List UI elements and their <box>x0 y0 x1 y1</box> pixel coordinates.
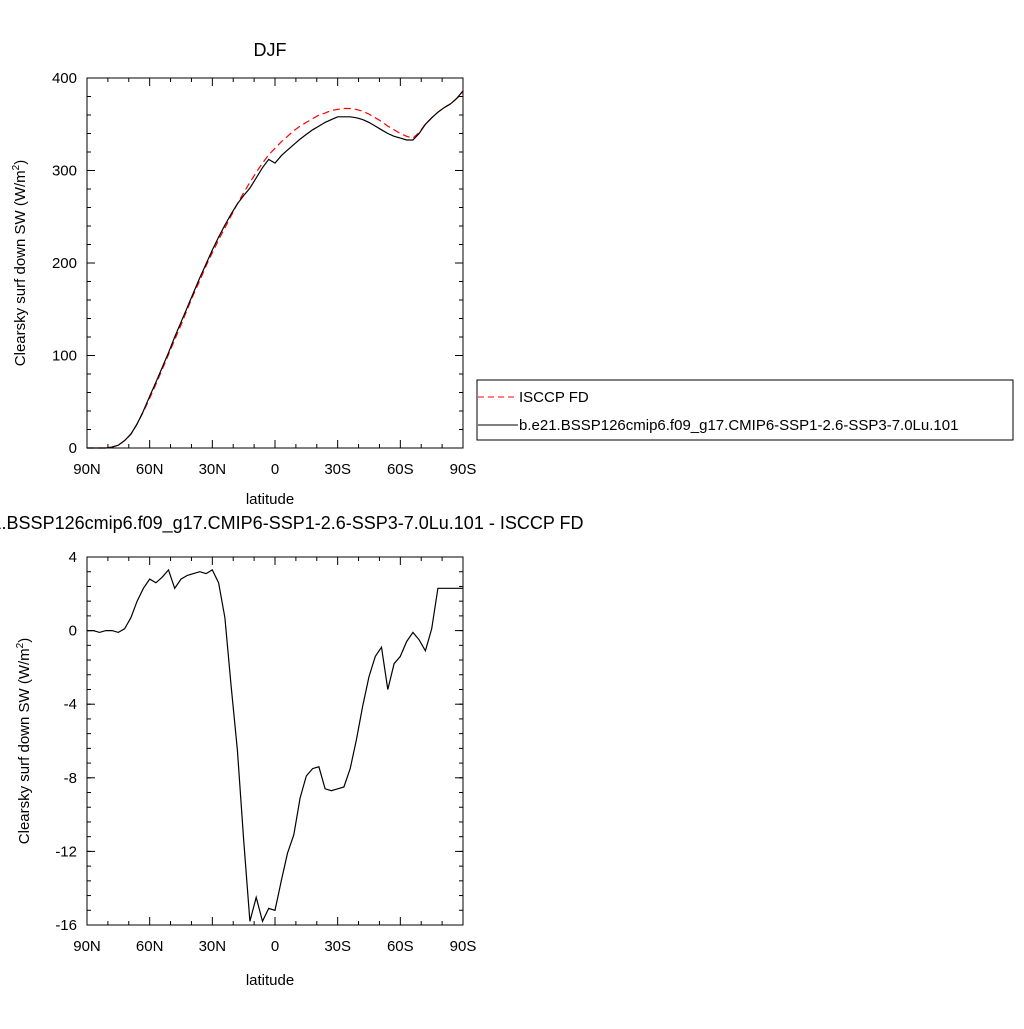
bottom-plot-x-tick-label: 60S <box>387 938 414 955</box>
top-plot-y-tick-label: 300 <box>52 163 77 180</box>
top-plot-title: DJF <box>254 40 287 60</box>
bottom-plot-x-tick-label: 0 <box>271 938 279 955</box>
bottom-plot-y-axis-label: Clearsky surf down SW (W/m2) <box>15 638 33 844</box>
top-plot-x-tick-label: 90S <box>450 461 477 478</box>
bottom-plot-y-axis-label-main: Clearsky surf down SW (W/m <box>16 648 33 844</box>
top-plot-x-tick-label: 0 <box>271 461 279 478</box>
bottom-plot-x-tick-labels: 90N 60N 30N 0 30S 60S 90S <box>73 938 476 955</box>
bottom-plot-frame <box>86 556 464 926</box>
legend-box <box>476 379 1014 441</box>
bottom-plot-series-line-0 <box>87 568 463 924</box>
top-plot-ticks <box>86 77 464 449</box>
bottom-plot-y-tick-labels: -16 -12 -8 -4 0 4 <box>55 549 77 934</box>
top-plot-y-axis-label-sup: 2 <box>11 164 22 170</box>
legend-label-isccp: ISCCP FD <box>519 389 589 406</box>
bottom-plot-title: b.e21.BSSP126cmip6.f09_g17.CMIP6-SSP1-2.… <box>0 513 584 534</box>
bottom-plot-x-tick-label: 30N <box>199 938 227 955</box>
top-plot-y-tick-labels: 0 100 200 300 400 <box>52 70 77 457</box>
top-plot-y-tick-label: 100 <box>52 348 77 365</box>
top-plot-series-line-0 <box>87 92 464 449</box>
top-plot-frame <box>86 77 464 449</box>
bottom-plot: b.e21.BSSP126cmip6.f09_g17.CMIP6-SSP1-2.… <box>0 513 584 989</box>
bottom-plot-y-tick-label: -16 <box>55 917 77 934</box>
bottom-plot-x-axis-label: latitude <box>246 972 294 989</box>
top-plot-y-tick-label: 400 <box>52 70 77 87</box>
top-plot-x-tick-label: 90N <box>73 461 101 478</box>
top-plot-series-group <box>87 90 464 449</box>
top-plot-x-tick-label: 60N <box>136 461 164 478</box>
bottom-plot-y-tick-label: 0 <box>69 623 77 640</box>
bottom-plot-y-tick-label: 4 <box>69 549 77 566</box>
bottom-plot-x-tick-label: 30S <box>324 938 351 955</box>
top-plot: DJF 90N 60N 30N 0 30S 60S 90S 0 100 200 300 400 la… <box>11 40 1014 508</box>
top-plot-x-tick-label: 30S <box>324 461 351 478</box>
bottom-plot-series-group <box>87 568 463 924</box>
bottom-plot-y-tick-label: -8 <box>64 770 77 787</box>
top-plot-y-axis-label-end: ) <box>12 160 29 165</box>
bottom-plot-ticks <box>86 556 464 926</box>
top-plot-y-tick-label: 200 <box>52 255 77 272</box>
bottom-plot-y-axis-label-end: ) <box>16 638 33 643</box>
bottom-plot-y-axis-label-sup: 2 <box>15 642 26 648</box>
bottom-plot-x-tick-label: 60N <box>136 938 164 955</box>
top-plot-y-axis-label-main: Clearsky surf down SW (W/m <box>12 170 29 366</box>
bottom-plot-x-tick-label: 90N <box>73 938 101 955</box>
top-plot-x-tick-labels: 90N 60N 30N 0 30S 60S 90S <box>73 461 476 478</box>
top-plot-y-tick-label: 0 <box>69 440 77 457</box>
top-plot-x-axis-label: latitude <box>246 491 294 508</box>
top-plot-y-axis-label: Clearsky surf down SW (W/m2) <box>11 160 29 366</box>
top-plot-series-line-1 <box>87 90 464 449</box>
top-plot-x-tick-label: 30N <box>199 461 227 478</box>
legend: ISCCP FD b.e21.BSSP126cmip6.f09_g17.CMIP… <box>476 379 1014 441</box>
bottom-plot-y-tick-label: -4 <box>64 696 77 713</box>
bottom-plot-y-tick-label: -12 <box>55 843 77 860</box>
top-plot-x-tick-label: 60S <box>387 461 414 478</box>
bottom-plot-x-tick-label: 90S <box>450 938 477 955</box>
legend-label-model: b.e21.BSSP126cmip6.f09_g17.CMIP6-SSP1-2.… <box>519 417 958 434</box>
